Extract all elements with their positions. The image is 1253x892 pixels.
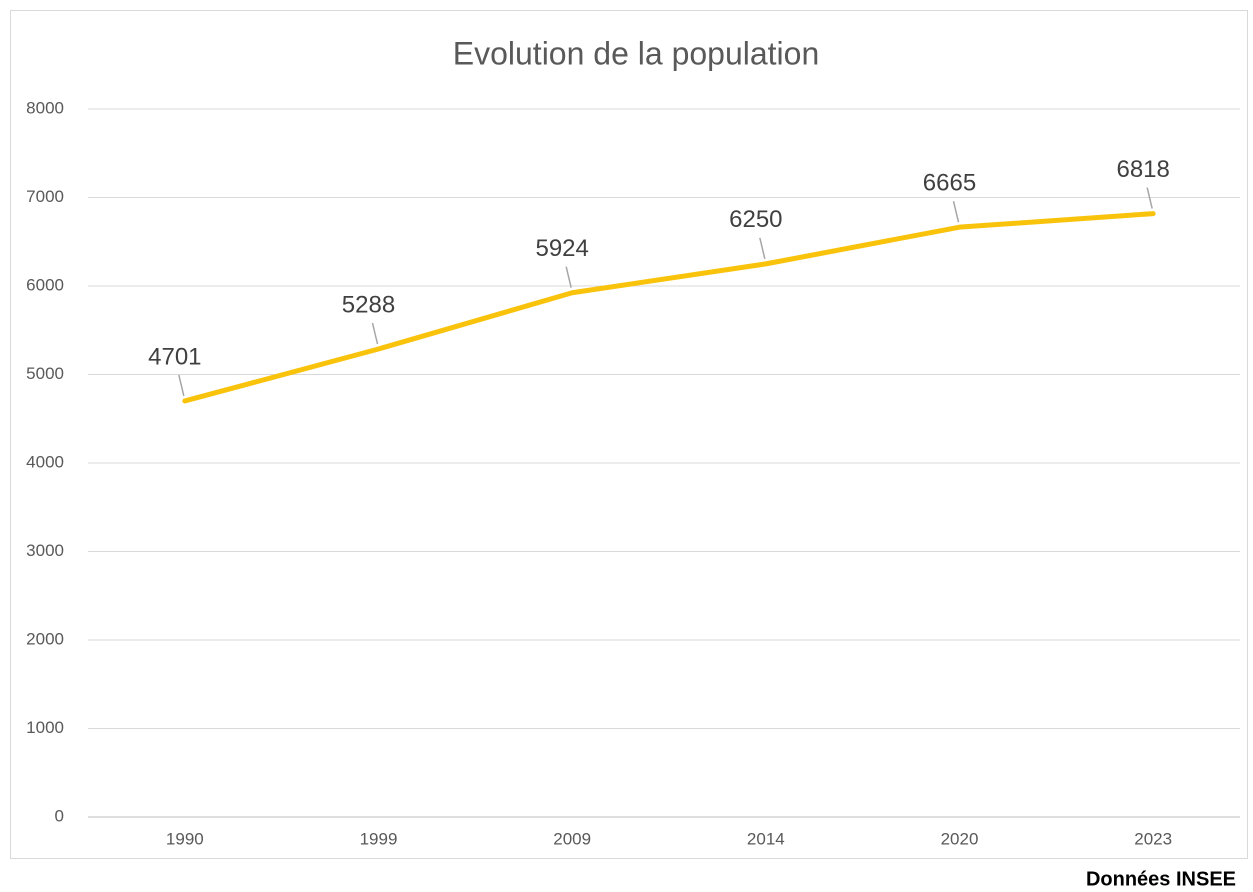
data-label: 5288 xyxy=(342,291,395,318)
line-series xyxy=(182,211,1156,404)
y-tick-label: 5000 xyxy=(26,364,64,383)
leader-line xyxy=(371,322,379,345)
x-tick-label: 2014 xyxy=(747,829,785,848)
x-tick-label: 1990 xyxy=(166,829,204,848)
y-tick-label: 3000 xyxy=(26,541,64,560)
leader-line xyxy=(952,200,960,223)
chart-title: Evolution de la population xyxy=(453,35,820,71)
y-tick-label: 7000 xyxy=(26,187,64,206)
y-tick-label: 6000 xyxy=(26,275,64,294)
data-label: 6250 xyxy=(729,206,782,233)
y-tick-label: 1000 xyxy=(26,718,64,737)
data-label: 6818 xyxy=(1116,156,1169,183)
x-tick-label: 2020 xyxy=(941,829,979,848)
leader-line xyxy=(759,237,766,260)
chart-border xyxy=(10,10,1248,859)
x-tick-label: 2009 xyxy=(553,829,591,848)
data-label: 6665 xyxy=(923,169,976,196)
source-note: Données INSEE xyxy=(1086,868,1236,890)
y-tick-label: 4000 xyxy=(26,452,64,471)
leader-line xyxy=(1146,187,1153,209)
x-tick-label: 2023 xyxy=(1134,829,1172,848)
data-label: 4701 xyxy=(148,343,201,370)
y-tick-label: 8000 xyxy=(26,98,64,117)
x-tick-label: 1999 xyxy=(360,829,398,848)
data-label: 5924 xyxy=(535,235,588,262)
y-tick-label: 2000 xyxy=(26,629,64,648)
y-tick-label: 0 xyxy=(55,806,64,825)
leader-line xyxy=(565,266,572,288)
leader-line xyxy=(178,374,185,397)
